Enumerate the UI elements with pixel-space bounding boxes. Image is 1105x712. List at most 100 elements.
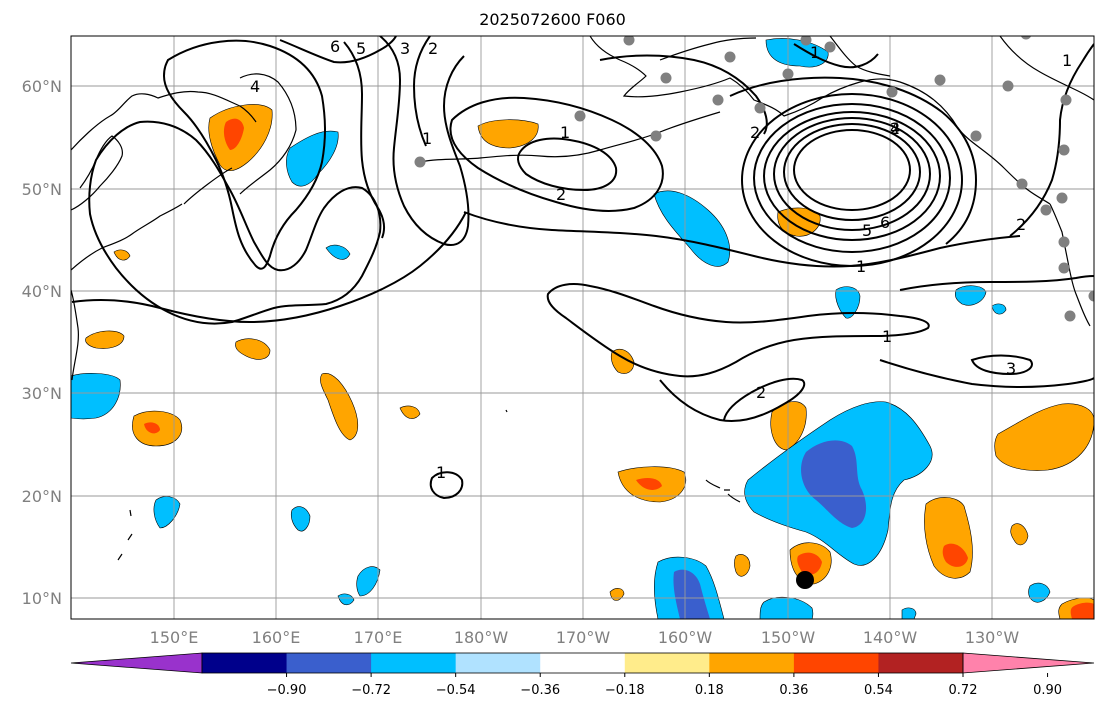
colorbar-tick-label: −0.72 xyxy=(351,683,391,698)
lat-label: 30°N xyxy=(22,384,62,403)
colorbar-segment xyxy=(878,653,964,673)
shade-moderate-negative-region xyxy=(801,440,867,528)
lat-label: 60°N xyxy=(22,77,62,96)
contour-label: 4 xyxy=(250,77,260,96)
colorbar-tick-label: −0.18 xyxy=(605,683,645,698)
contour-label: 1 xyxy=(810,43,820,62)
contour-lines xyxy=(71,36,1094,500)
contour-line xyxy=(412,36,431,147)
shade-positive-region xyxy=(113,249,131,261)
lat-label: 40°N xyxy=(22,282,62,301)
shade-negative-region xyxy=(325,244,351,260)
station-marker xyxy=(1060,94,1072,106)
contour-line xyxy=(741,93,963,267)
colorbar-tick-label: −0.36 xyxy=(520,683,560,698)
shade-positive-region xyxy=(85,330,125,349)
shade-negative-region xyxy=(337,593,355,606)
colorbar-segment xyxy=(455,653,541,673)
shade-strong-positive-region xyxy=(1070,602,1094,619)
storm-marker xyxy=(796,571,814,589)
station-marker xyxy=(886,86,898,98)
station-marker xyxy=(1064,310,1076,322)
contour-line xyxy=(783,123,921,221)
coastline-japan xyxy=(71,203,183,271)
shade-positive-region xyxy=(235,338,271,360)
contour-label: 5 xyxy=(862,221,872,240)
contour-line xyxy=(517,137,618,192)
shade-positive-region xyxy=(610,349,635,374)
station-marker xyxy=(782,68,794,80)
colorbar-segment xyxy=(202,653,288,673)
station-marker xyxy=(660,72,672,84)
lon-label: 150°W xyxy=(761,628,816,647)
shade-strong-positive-region xyxy=(942,543,968,567)
colorbar-tick-label: −0.54 xyxy=(436,683,476,698)
shade-negative-region xyxy=(1028,582,1051,603)
contour-line xyxy=(1009,43,1094,237)
lon-label: 180°W xyxy=(454,628,509,647)
lon-label: 170°W xyxy=(556,628,611,647)
colorbar-tick-label: 0.18 xyxy=(695,683,724,698)
coastline-kuril xyxy=(183,167,233,205)
colorbar-tick-label: −0.90 xyxy=(267,683,307,698)
contour-label: 1 xyxy=(1062,51,1072,70)
contour-line xyxy=(793,43,879,69)
contour-line xyxy=(343,41,386,239)
lat-label: 20°N xyxy=(22,487,62,506)
colorbar-segment xyxy=(624,653,710,673)
contour-label: 6 xyxy=(330,37,340,56)
map-gridlines xyxy=(71,36,1094,619)
colorbar-tick-label: 0.90 xyxy=(1033,683,1062,698)
shade-positive-region xyxy=(770,401,807,451)
contour-label: 4 xyxy=(890,119,900,138)
shade-positive-region xyxy=(609,588,625,601)
lon-label: 170°E xyxy=(354,628,403,647)
contour-label: 1 xyxy=(560,123,570,142)
shade-positive-region xyxy=(1010,523,1029,546)
contour-line xyxy=(71,211,467,324)
coastline-aleutians xyxy=(419,111,721,163)
contour-label: 2 xyxy=(556,185,566,204)
shade-negative-region xyxy=(153,496,181,529)
coastline-kamchatka xyxy=(239,73,297,195)
colorbar-segment xyxy=(286,653,372,673)
shade-negative-region xyxy=(901,607,917,619)
station-marker xyxy=(650,130,662,142)
contour-label: 1 xyxy=(856,257,866,276)
contour-label: 2 xyxy=(890,119,900,138)
shaded-regions xyxy=(71,38,1094,619)
contour-label: 1 xyxy=(436,463,446,482)
station-marker xyxy=(1058,262,1070,274)
shade-strong-positive-region xyxy=(223,118,244,150)
lat-label: 10°N xyxy=(22,589,62,608)
coastline-hawaii xyxy=(705,479,741,503)
colorbar-segment xyxy=(371,653,457,673)
station-marker xyxy=(574,110,586,122)
colorbar-segment xyxy=(793,653,879,673)
contour-label: 3 xyxy=(1006,359,1016,378)
station-marker xyxy=(970,130,982,142)
contour-line xyxy=(463,211,1021,268)
station-marker xyxy=(1002,80,1014,92)
station-marker xyxy=(1058,144,1070,156)
station-marker xyxy=(1020,36,1032,40)
shade-positive-region xyxy=(477,119,539,149)
station-markers xyxy=(414,36,1094,322)
shade-strong-positive-region xyxy=(797,552,822,575)
contour-line xyxy=(279,36,397,64)
station-marker xyxy=(934,74,946,86)
station-marker xyxy=(1058,236,1070,248)
station-marker xyxy=(824,41,836,53)
contour-line xyxy=(599,54,768,135)
shade-strong-positive-region xyxy=(636,478,662,490)
contour-line xyxy=(729,76,978,245)
shade-negative-region xyxy=(765,38,829,68)
longitude-labels: 150°E 160°E 170°E 180°W 170°W 160°W 150°… xyxy=(150,628,1020,647)
contour-line xyxy=(763,111,941,241)
coastline-canada-inland xyxy=(999,36,1094,101)
contour-label: 2 xyxy=(750,123,760,142)
lon-label: 130°W xyxy=(965,628,1020,647)
lon-label: 150°E xyxy=(150,628,199,647)
contour-label: 3 xyxy=(400,39,410,58)
